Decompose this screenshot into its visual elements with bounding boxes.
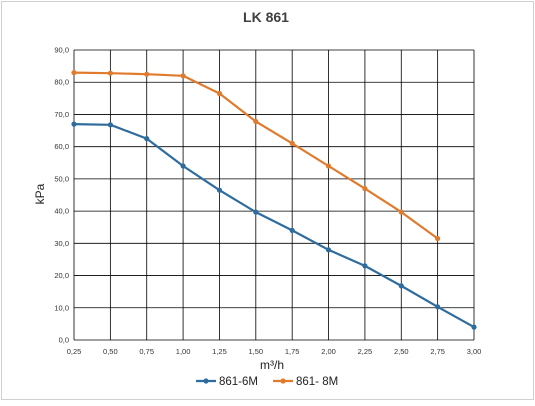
chart-frame <box>1 1 534 400</box>
series-line <box>73 123 475 329</box>
y-axis-title: kPa <box>33 183 47 204</box>
chart-title: LK 861 <box>243 9 289 25</box>
data-point <box>435 304 441 310</box>
x-tick-label: 1,00 <box>176 347 191 356</box>
x-tick-label: 3,00 <box>467 347 482 356</box>
data-point <box>107 70 113 76</box>
data-point <box>289 227 295 233</box>
x-tick-label: 1,75 <box>285 347 300 356</box>
data-point <box>398 283 404 289</box>
y-tick-label: 50,0 <box>54 174 69 183</box>
data-point <box>253 209 259 215</box>
y-tick-label: 0,0 <box>59 336 69 345</box>
plot-background <box>74 50 474 340</box>
grid-lines <box>73 49 475 341</box>
y-tick-label: 10,0 <box>54 303 69 312</box>
data-point <box>325 163 332 169</box>
x-tick-label: 0,75 <box>139 347 154 356</box>
x-tick-label: 2,00 <box>321 347 336 356</box>
legend-swatch-marker <box>203 378 209 384</box>
legend-swatch-marker <box>280 378 286 384</box>
x-axis-title: m³/h <box>260 358 284 372</box>
data-point <box>180 163 186 169</box>
data-point <box>216 187 223 193</box>
data-point <box>107 122 113 128</box>
legend-label: 861- 8M <box>296 376 338 388</box>
series-8616m <box>71 121 477 330</box>
data-point <box>216 90 223 97</box>
x-tick-label: 1,50 <box>249 347 264 356</box>
x-tick-label: 2,25 <box>358 347 373 356</box>
y-tick-label: 60,0 <box>54 142 69 151</box>
data-point <box>398 209 404 215</box>
tick-labels: 0,0 10,0 20,0 30,0 40,0 50,0 60,0 70,0 80,0 90,0 0… <box>54 46 481 357</box>
data-point <box>71 121 77 127</box>
legend: 861-6M 861- 8M <box>196 376 338 388</box>
data-point <box>325 247 332 253</box>
x-tick-label: 2,75 <box>430 347 445 356</box>
y-tick-label: 80,0 <box>54 78 69 87</box>
data-point <box>71 70 77 76</box>
data-point <box>471 324 477 330</box>
x-tick-label: 0,50 <box>103 347 118 356</box>
data-point <box>180 73 186 79</box>
y-tick-label: 40,0 <box>54 207 69 216</box>
x-tick-label: 0,25 <box>67 347 82 356</box>
series-layer <box>71 70 477 330</box>
data-point <box>289 140 295 146</box>
legend-label: 861-6M <box>219 376 258 388</box>
y-tick-label: 20,0 <box>54 271 69 280</box>
data-point <box>435 235 441 242</box>
series-8618m <box>71 70 441 242</box>
data-point <box>362 186 368 192</box>
data-point <box>362 263 368 269</box>
y-tick-label: 90,0 <box>54 46 69 55</box>
x-tick-label: 2,50 <box>394 347 409 356</box>
y-tick-label: 30,0 <box>54 239 69 248</box>
x-tick-label: 1,25 <box>212 347 227 356</box>
y-tick-label: 70,0 <box>54 110 69 119</box>
data-point <box>253 118 259 125</box>
data-point <box>144 71 150 77</box>
data-point <box>144 136 150 142</box>
plot-area <box>74 50 474 340</box>
